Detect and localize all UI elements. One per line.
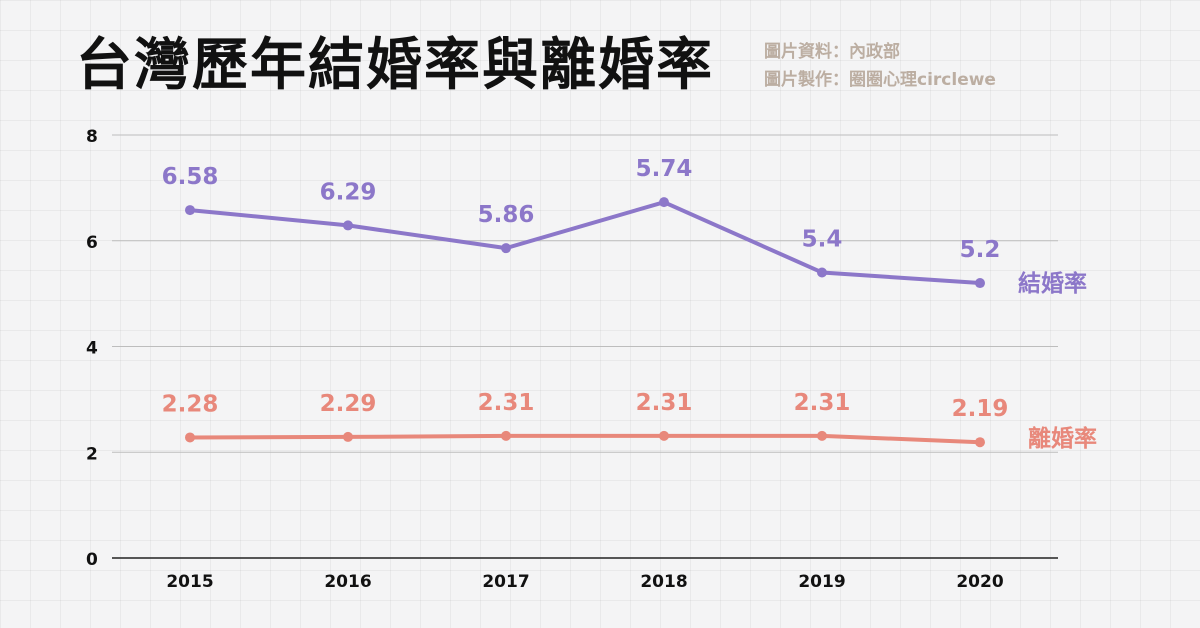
- data-point: [343, 431, 353, 442]
- x-tick-label: 2019: [798, 572, 845, 592]
- x-tick-label: 2020: [956, 572, 1003, 592]
- chart-title: 台灣歷年結婚率與離婚率: [76, 33, 714, 98]
- series-label: 離婚率: [1028, 425, 1097, 452]
- data-label: 6.29: [320, 179, 377, 205]
- data-point: [975, 437, 985, 448]
- data-label: 5.86: [478, 202, 535, 228]
- series-line: [188, 200, 982, 286]
- credit-maker: 圖片製作：圈圈心理circlewe: [764, 70, 996, 90]
- x-tick-label: 2018: [640, 572, 687, 592]
- data-point: [659, 197, 669, 208]
- data-label: 2.31: [478, 390, 535, 416]
- data-label: 5.2: [960, 237, 1001, 263]
- data-point: [659, 430, 669, 441]
- x-tick-label: 2017: [482, 572, 529, 592]
- data-point: [817, 267, 827, 278]
- data-point: [343, 220, 353, 231]
- data-point: [501, 430, 511, 441]
- data-label: 6.58: [162, 164, 219, 190]
- y-tick-label: 6: [86, 233, 98, 253]
- data-label: 5.4: [802, 226, 843, 252]
- data-label: 2.29: [320, 391, 377, 417]
- x-tick-label: 2016: [324, 572, 371, 592]
- series-label: 結婚率: [1018, 270, 1087, 297]
- data-point: [975, 278, 985, 289]
- y-tick-label: 0: [86, 550, 98, 570]
- data-point: [817, 430, 827, 441]
- credits: 圖片資料：內政部 圖片製作：圈圈心理circlewe: [764, 38, 996, 94]
- data-label: 2.31: [636, 390, 693, 416]
- credit-source: 圖片資料：內政部: [764, 42, 900, 62]
- y-tick-label: 2: [86, 444, 98, 464]
- series-line: [188, 433, 982, 445]
- data-point: [185, 432, 195, 443]
- data-label: 2.19: [952, 396, 1009, 422]
- data-label: 2.28: [162, 391, 219, 417]
- data-point: [185, 205, 195, 216]
- y-tick-label: 8: [86, 127, 98, 147]
- y-tick-label: 4: [86, 339, 98, 359]
- data-label: 5.74: [636, 156, 693, 182]
- data-label: 2.31: [794, 390, 851, 416]
- data-point: [501, 243, 511, 254]
- x-tick-label: 2015: [166, 572, 213, 592]
